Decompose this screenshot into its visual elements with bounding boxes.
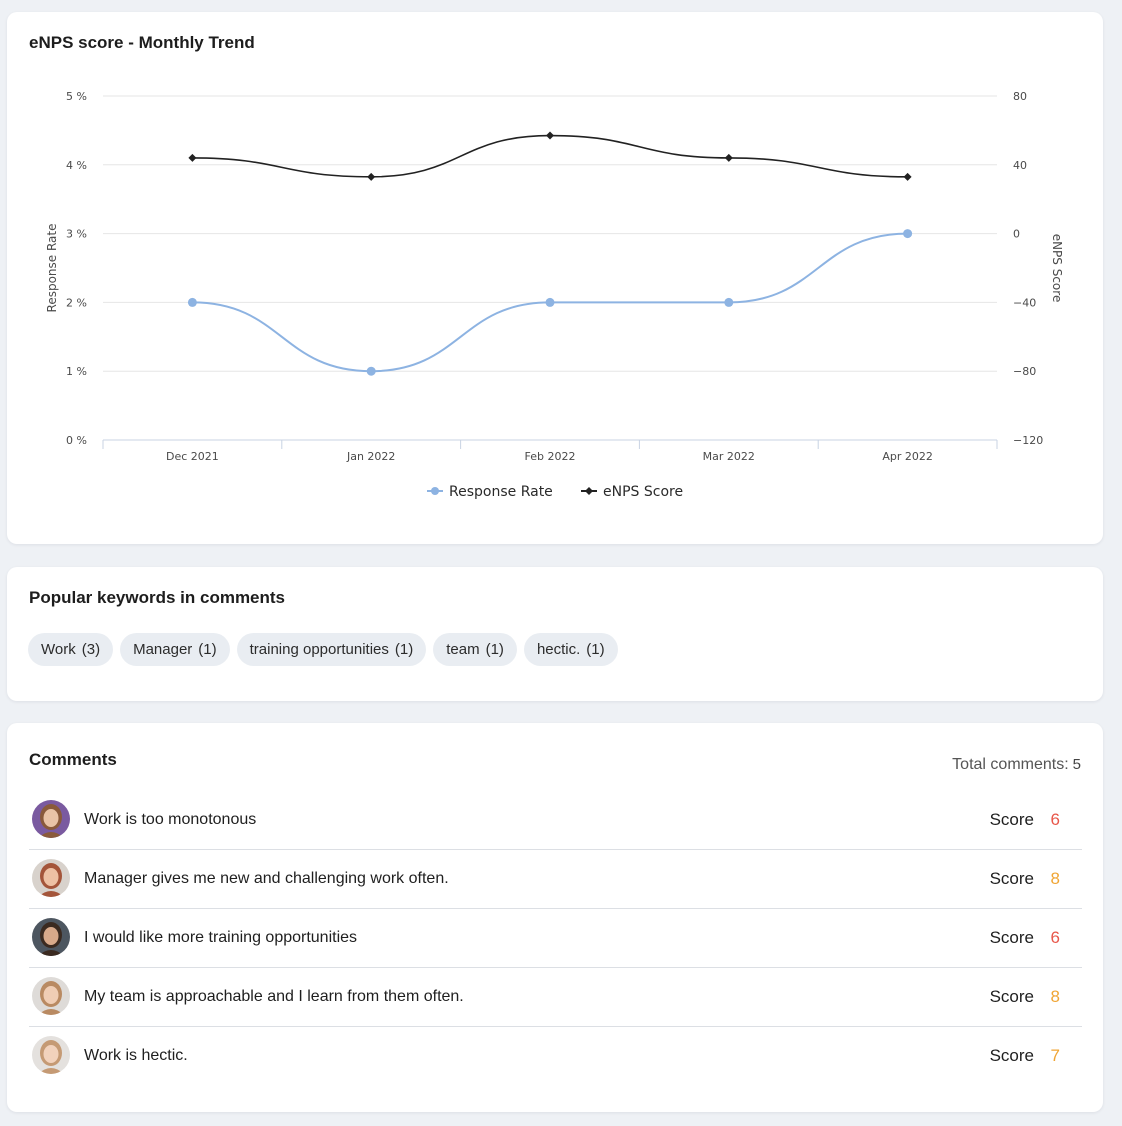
comments-card: Comments Total comments: 5 Work is too mo… [7, 723, 1103, 1112]
keyword-count: (1) [485, 641, 504, 658]
keyword-label: Manager [133, 641, 193, 658]
y-left-tick-label: 4 % [66, 159, 87, 172]
enps-score-point [188, 153, 197, 162]
comment-score: Score 8 [990, 968, 1060, 1026]
keyword-count: (1) [198, 641, 217, 658]
keyword-label: hectic. [536, 641, 581, 658]
score-label: Score [989, 1046, 1034, 1065]
comment-score: Score 7 [990, 1027, 1060, 1085]
enps-score-point [903, 172, 912, 181]
total-comments-value: 5 [1072, 756, 1081, 773]
legend-enps-score-label: eNPS Score [603, 484, 683, 500]
enps-score-point [546, 131, 554, 140]
keyword-chip-team[interactable]: team (1) [433, 633, 517, 666]
keyword-label: training opportunities [249, 641, 389, 658]
score-label: Score [989, 810, 1034, 829]
avatar [32, 918, 70, 956]
chart-card: eNPS score - Monthly Trend 0 % −120 1 % −80… [7, 12, 1103, 544]
y-right-tick-label: −40 [1013, 296, 1036, 309]
trend-chart: 0 % −120 1 % −80 2 % −40 3 % 0 4 % 40 5 % 80 Dec 202… [45, 90, 1064, 500]
legend-response-rate-marker [431, 487, 439, 495]
keyword-chip-list: Work (3) Manager (1) training opportunitie… [28, 633, 618, 666]
comment-score: Score 6 [990, 791, 1060, 849]
y-left-axis-title: Response Rate [45, 224, 59, 313]
x-tick-label: Feb 2022 [525, 450, 576, 463]
keywords-title: Popular keywords in comments [29, 588, 286, 607]
legend-response-rate-label: Response Rate [449, 484, 553, 500]
comment-list: Work is too monotonous Score 6 Manager gi… [29, 791, 1082, 1085]
enps-score-line [192, 134, 908, 178]
response-rate-point [903, 229, 913, 239]
score-label: Score [989, 869, 1034, 888]
comment-text: Work is hectic. [84, 1047, 188, 1064]
avatar [32, 859, 70, 897]
x-tick-label: Dec 2021 [166, 450, 219, 463]
comment-row: I would like more training opportunities… [29, 909, 1082, 968]
response-rate-point [187, 297, 197, 307]
comments-title: Comments [29, 750, 117, 769]
x-tick-label: Jan 2022 [346, 450, 395, 463]
comment-row: Work is too monotonous Score 6 [29, 791, 1082, 850]
comment-row: My team is approachable and I learn from… [29, 968, 1082, 1027]
response-rate-point [366, 366, 376, 376]
y-right-axis-title: eNPS Score [1050, 234, 1064, 303]
keyword-count: (3) [81, 641, 101, 658]
y-left-tick-label: 0 % [66, 434, 87, 447]
response-rate-point [545, 297, 555, 307]
x-tick-label: Mar 2022 [703, 450, 755, 463]
comment-row: Work is hectic. Score 7 [29, 1027, 1082, 1085]
keywords-card: Popular keywords in comments Work (3) Man… [7, 567, 1103, 701]
score-value: 8 [1050, 869, 1060, 888]
chart-title: eNPS score - Monthly Trend [29, 33, 255, 52]
y-right-tick-label: 80 [1013, 90, 1027, 103]
enps-score-point [724, 153, 733, 162]
score-value: 6 [1050, 810, 1060, 829]
y-left-tick-label: 3 % [66, 228, 87, 241]
comment-text: Work is too monotonous [84, 811, 257, 828]
x-tick-label: Apr 2022 [882, 450, 933, 463]
keyword-label: team [446, 641, 480, 658]
response-rate-point [724, 297, 734, 307]
keyword-chip-hectic[interactable]: hectic. (1) [523, 633, 618, 666]
legend-enps-score-marker [585, 487, 593, 495]
score-value: 6 [1050, 928, 1060, 947]
keyword-chip-training-opportunities[interactable]: training opportunities (1) [236, 633, 427, 666]
y-right-tick-label: 40 [1013, 159, 1027, 172]
score-value: 7 [1050, 1046, 1060, 1065]
keyword-chip-manager[interactable]: Manager (1) [120, 633, 230, 666]
comment-text: Manager gives me new and challenging wor… [84, 870, 449, 887]
score-label: Score [989, 928, 1034, 947]
comment-score: Score 8 [990, 850, 1060, 908]
comment-row: Manager gives me new and challenging wor… [29, 850, 1082, 909]
total-comments-label: Total comments: [952, 756, 1069, 773]
avatar [32, 1036, 70, 1074]
score-value: 8 [1050, 987, 1060, 1006]
y-left-tick-label: 1 % [66, 365, 87, 378]
keyword-count: (1) [394, 641, 414, 658]
total-comments: Total comments: 5 [952, 756, 1081, 774]
y-left-tick-label: 2 % [66, 296, 87, 309]
y-right-tick-label: −120 [1013, 434, 1043, 447]
y-left-tick-label: 5 % [66, 90, 87, 103]
comment-score: Score 6 [990, 909, 1060, 967]
enps-score-point [367, 172, 376, 181]
avatar [32, 800, 70, 838]
y-right-tick-label: −80 [1013, 365, 1036, 378]
keyword-chip-work[interactable]: Work (3) [28, 633, 114, 666]
avatar [32, 977, 70, 1015]
keyword-label: Work [41, 641, 76, 658]
y-right-tick-label: 0 [1013, 228, 1020, 241]
comment-text: My team is approachable and I learn from… [84, 988, 464, 1005]
score-label: Score [989, 987, 1034, 1006]
keyword-count: (1) [586, 641, 605, 658]
comment-text: I would like more training opportunities [84, 929, 358, 946]
